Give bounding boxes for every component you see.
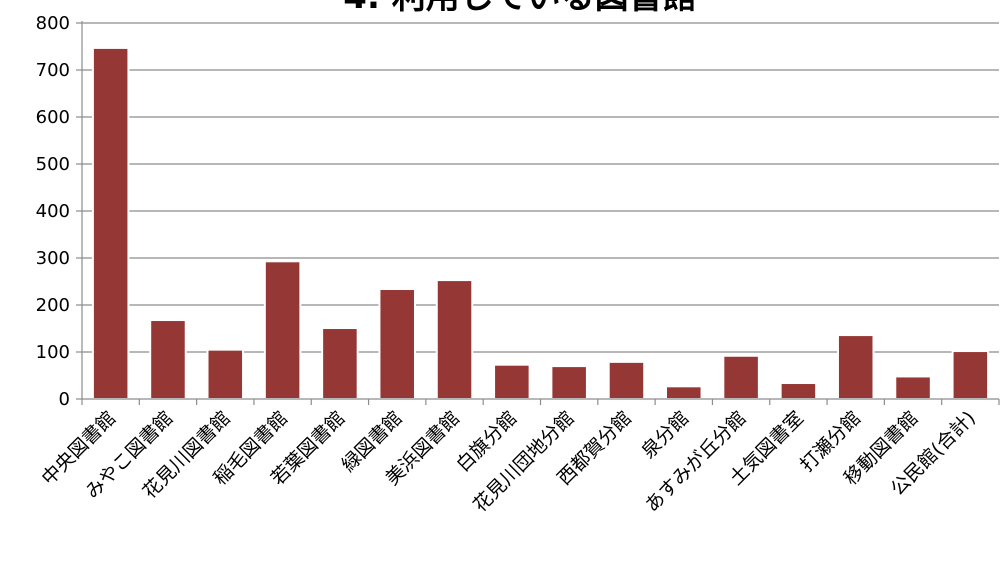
y-tick-label: 400 xyxy=(36,201,70,222)
chart-title: 4. 利用している図書館 xyxy=(343,0,696,17)
y-tick-label: 0 xyxy=(59,389,70,410)
bar xyxy=(206,348,245,400)
y-tick-label: 100 xyxy=(36,342,70,363)
x-category-label: あすみが丘分館 xyxy=(641,407,751,517)
bar xyxy=(722,354,760,401)
y-axis-tick-labels: 0 100 200 300 400 500 600 700 800 xyxy=(36,13,82,410)
axes xyxy=(81,21,1000,405)
bar xyxy=(263,260,302,401)
bars xyxy=(91,46,990,401)
bar xyxy=(378,288,416,400)
y-tick-label: 200 xyxy=(36,295,70,316)
bar xyxy=(836,334,875,400)
bar xyxy=(493,363,531,401)
bar xyxy=(91,46,130,400)
bar xyxy=(607,360,646,400)
y-tick-label: 500 xyxy=(36,154,70,175)
bar xyxy=(550,365,588,401)
gridlines xyxy=(82,22,999,353)
bar xyxy=(951,350,990,400)
bar xyxy=(321,327,359,400)
x-category-label: 泉分館 xyxy=(637,407,693,463)
y-tick-label: 800 xyxy=(36,13,70,34)
y-tick-label: 300 xyxy=(36,248,70,269)
x-category-label: 花見川団地分館 xyxy=(469,407,579,517)
bar xyxy=(149,319,187,401)
bar xyxy=(665,385,703,400)
y-tick-label: 700 xyxy=(36,60,70,81)
bar xyxy=(435,279,474,400)
x-axis-category-labels: 中央図書館みやこ図書館花見川図書館稲毛図書館若葉図書館緑図書館美浜図書館白旗分館… xyxy=(37,407,979,517)
bar xyxy=(894,375,932,401)
y-tick-label: 600 xyxy=(36,107,70,128)
bar xyxy=(779,382,818,400)
